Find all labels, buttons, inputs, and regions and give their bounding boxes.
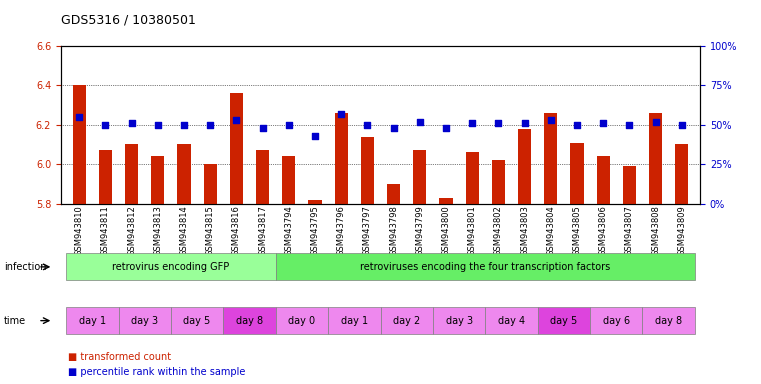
Point (571, 122, 583, 128)
Text: retroviruses encoding the four transcription factors: retroviruses encoding the four transcrip… (360, 262, 610, 272)
Text: day 5: day 5 (183, 316, 211, 326)
Bar (204, 164, 217, 204)
Text: ■ percentile rank within the sample: ■ percentile rank within the sample (68, 367, 246, 377)
Text: day 3: day 3 (131, 316, 158, 326)
Bar (387, 184, 400, 204)
Point (231, 117, 243, 123)
Text: day 3: day 3 (445, 316, 473, 326)
Point (623, 122, 635, 128)
Text: day 2: day 2 (393, 316, 420, 326)
Point (335, 111, 347, 117)
Point (466, 120, 478, 126)
Bar (439, 198, 453, 204)
Text: day 0: day 0 (288, 316, 316, 326)
Point (597, 120, 610, 126)
Bar (492, 160, 505, 204)
Text: ■ transformed count: ■ transformed count (68, 352, 172, 362)
Bar (335, 113, 348, 204)
Point (151, 122, 164, 128)
Point (126, 120, 138, 126)
Point (649, 119, 661, 125)
Point (492, 120, 505, 126)
Text: day 4: day 4 (498, 316, 525, 326)
Bar (125, 144, 139, 204)
Point (414, 119, 426, 125)
Bar (675, 144, 689, 204)
Bar (177, 144, 190, 204)
Bar (308, 200, 322, 204)
Bar (622, 166, 636, 204)
Text: day 8: day 8 (236, 316, 263, 326)
Bar (518, 129, 531, 204)
Bar (597, 156, 610, 204)
Bar (72, 85, 86, 204)
Bar (99, 151, 112, 204)
Text: day 1: day 1 (78, 316, 106, 326)
Text: GDS5316 / 10380501: GDS5316 / 10380501 (61, 14, 196, 27)
Text: retrovirus encoding GFP: retrovirus encoding GFP (113, 262, 230, 272)
Text: day 5: day 5 (550, 316, 578, 326)
Point (361, 122, 374, 128)
Point (387, 125, 400, 131)
Bar (413, 151, 426, 204)
Text: day 8: day 8 (655, 316, 683, 326)
Bar (361, 137, 374, 204)
Text: infection: infection (4, 262, 46, 272)
Point (545, 117, 557, 123)
Bar (282, 156, 295, 204)
Point (518, 120, 530, 126)
Text: time: time (4, 316, 26, 326)
Bar (230, 93, 243, 204)
Bar (151, 156, 164, 204)
Point (178, 122, 190, 128)
Point (256, 125, 269, 131)
Bar (649, 113, 662, 204)
Bar (571, 142, 584, 204)
Point (204, 122, 216, 128)
Bar (544, 113, 557, 204)
Text: day 6: day 6 (603, 316, 630, 326)
Bar (256, 151, 269, 204)
Point (440, 125, 452, 131)
Bar (466, 152, 479, 204)
Point (309, 133, 321, 139)
Point (73, 114, 85, 120)
Text: day 1: day 1 (341, 316, 368, 326)
Point (676, 122, 688, 128)
Point (100, 122, 112, 128)
Point (283, 122, 295, 128)
